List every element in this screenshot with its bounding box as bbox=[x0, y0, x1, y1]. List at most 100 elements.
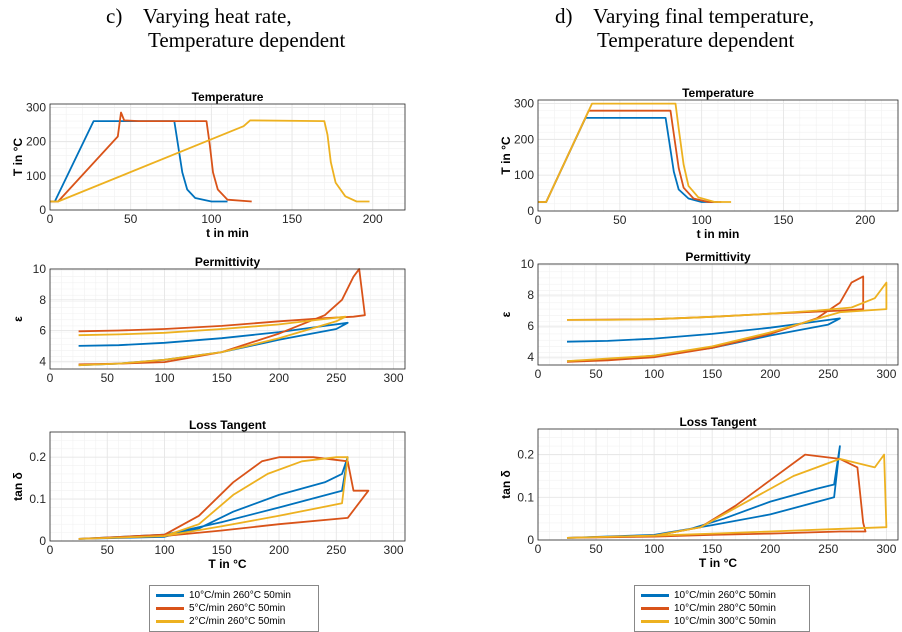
x-tick-label: 100 bbox=[644, 367, 664, 381]
x-tick-label: 50 bbox=[589, 542, 603, 556]
legend-d-item-3: 10°C/min 300°C 50min bbox=[641, 615, 803, 628]
legend-d-item-2: 10°C/min 280°C 50min bbox=[641, 602, 803, 615]
x-tick-label: 0 bbox=[535, 213, 542, 227]
x-tick-label: 150 bbox=[212, 543, 232, 557]
y-tick-label: 0 bbox=[527, 204, 534, 218]
chart-d-temperature: 0 50 100 150 200 0 100 200 300 Temperature t in mi… bbox=[499, 86, 899, 241]
y-tick-label: 8 bbox=[39, 293, 46, 307]
series-c-losstangent-1 bbox=[78, 456, 349, 540]
series-c-temperature-2 bbox=[50, 111, 252, 203]
chart-d-losstangent: 0 50 100 150 200 250 300 0 0.1 0.2 Loss Tangent T i… bbox=[499, 415, 899, 570]
series-c-losstangent-3 bbox=[78, 456, 349, 540]
panel-d-title-line1: d) Varying final temperature, bbox=[555, 4, 815, 28]
legend-c-label-1: 10°C/min 260°C 50min bbox=[189, 590, 291, 601]
y-axis-label: T in °C bbox=[11, 138, 25, 176]
panel-c-title-line2: Temperature dependent bbox=[148, 28, 346, 52]
legend-c-item-3: 2°C/min 260°C 50min bbox=[156, 615, 312, 628]
x-tick-label: 50 bbox=[124, 212, 138, 226]
x-tick-label: 150 bbox=[702, 367, 722, 381]
series-d-permittivity-3 bbox=[566, 281, 888, 362]
x-axis-label: t in min bbox=[697, 227, 740, 241]
y-tick-label: 0 bbox=[39, 203, 46, 217]
x-tick-label: 100 bbox=[155, 371, 175, 385]
y-tick-label: 6 bbox=[527, 319, 534, 333]
legend-c-swatch-1 bbox=[156, 594, 184, 597]
y-tick-label: 0.2 bbox=[517, 448, 534, 462]
axes-box bbox=[49, 103, 406, 211]
y-tick-label: 10 bbox=[521, 257, 535, 271]
axes-box bbox=[49, 431, 406, 542]
panel-d-title: d) Varying final temperature, Temperature… bbox=[555, 4, 814, 52]
x-tick-label: 150 bbox=[702, 542, 722, 556]
legend-c-label-2: 5°C/min 260°C 50min bbox=[189, 603, 286, 614]
chart-title: Loss Tangent bbox=[679, 415, 756, 429]
x-tick-label: 0 bbox=[535, 542, 542, 556]
x-tick-label: 200 bbox=[855, 213, 875, 227]
series-d-temperature-3 bbox=[538, 102, 732, 203]
series-c-permittivity-3 bbox=[78, 315, 347, 367]
legend-c-swatch-2 bbox=[156, 607, 184, 610]
plot-background bbox=[538, 429, 898, 540]
y-axis-label: T in °C bbox=[499, 136, 513, 174]
legend-d-swatch-2 bbox=[641, 607, 669, 610]
series-d-losstangent-3 bbox=[566, 453, 888, 539]
y-axis-label: tan δ bbox=[11, 472, 25, 501]
x-tick-label: 0 bbox=[535, 367, 542, 381]
chart-d-permittivity: 0 50 100 150 200 250 300 4 6 8 10 Permittivity ε bbox=[499, 250, 899, 381]
x-tick-label: 200 bbox=[363, 212, 383, 226]
x-tick-label: 300 bbox=[384, 543, 404, 557]
plot-background bbox=[50, 269, 405, 369]
x-tick-label: 150 bbox=[773, 213, 793, 227]
x-tick-label: 150 bbox=[212, 371, 232, 385]
x-tick-label: 0 bbox=[47, 212, 54, 226]
axes-box bbox=[49, 268, 406, 370]
legend-c-label-3: 2°C/min 260°C 50min bbox=[189, 616, 286, 627]
x-axis-label: t in min bbox=[206, 226, 249, 240]
y-axis-label: ε bbox=[499, 311, 513, 317]
y-axis-label: ε bbox=[11, 316, 25, 322]
plot-background bbox=[50, 432, 405, 541]
y-tick-label: 200 bbox=[514, 132, 534, 146]
panel-d-title-line2: Temperature dependent bbox=[597, 28, 795, 52]
x-tick-label: 50 bbox=[589, 367, 603, 381]
legend-d-label-2: 10°C/min 280°C 50min bbox=[674, 603, 776, 614]
y-tick-label: 4 bbox=[527, 350, 534, 364]
y-axis-label: tan δ bbox=[499, 470, 513, 499]
x-tick-label: 50 bbox=[101, 543, 115, 557]
x-tick-label: 300 bbox=[876, 367, 896, 381]
y-tick-label: 0.2 bbox=[29, 450, 46, 464]
legend-d-label-1: 10°C/min 260°C 50min bbox=[674, 590, 776, 601]
chart-title: Temperature bbox=[682, 86, 754, 100]
series-c-temperature-1 bbox=[50, 120, 228, 203]
legend-c: 10°C/min 260°C 50min 5°C/min 260°C 50min… bbox=[149, 585, 319, 632]
legend-d-swatch-3 bbox=[641, 620, 669, 623]
x-tick-label: 100 bbox=[692, 213, 712, 227]
y-tick-label: 4 bbox=[39, 354, 46, 368]
axes-box bbox=[537, 428, 899, 541]
y-tick-label: 200 bbox=[26, 135, 46, 149]
axes-box bbox=[537, 99, 899, 212]
x-tick-label: 250 bbox=[326, 543, 346, 557]
y-tick-label: 8 bbox=[527, 288, 534, 302]
x-axis-label: T in °C bbox=[699, 556, 737, 570]
x-tick-label: 250 bbox=[818, 367, 838, 381]
x-tick-label: 0 bbox=[47, 371, 54, 385]
x-tick-label: 150 bbox=[282, 212, 302, 226]
x-tick-label: 250 bbox=[818, 542, 838, 556]
chart-title: Temperature bbox=[192, 90, 264, 104]
y-tick-label: 0.1 bbox=[517, 490, 534, 504]
legend-c-swatch-3 bbox=[156, 620, 184, 623]
legend-d-item-1: 10°C/min 260°C 50min bbox=[641, 589, 803, 602]
axes-box bbox=[537, 263, 899, 366]
y-tick-label: 6 bbox=[39, 324, 46, 338]
panel-c-title-line1: c) Varying heat rate, bbox=[106, 4, 292, 28]
x-tick-label: 0 bbox=[47, 543, 54, 557]
plot-background bbox=[538, 264, 898, 365]
legend-c-item-1: 10°C/min 260°C 50min bbox=[156, 589, 312, 602]
x-tick-label: 200 bbox=[269, 543, 289, 557]
chart-title: Loss Tangent bbox=[189, 418, 266, 432]
chart-c-temperature: 0 50 100 150 200 0 100 200 300 Temperature t in mi… bbox=[11, 90, 406, 240]
y-tick-label: 300 bbox=[26, 100, 46, 114]
chart-c-losstangent: 0 50 100 150 200 250 300 0 0.1 0.2 Loss Tangent T i… bbox=[11, 418, 406, 571]
